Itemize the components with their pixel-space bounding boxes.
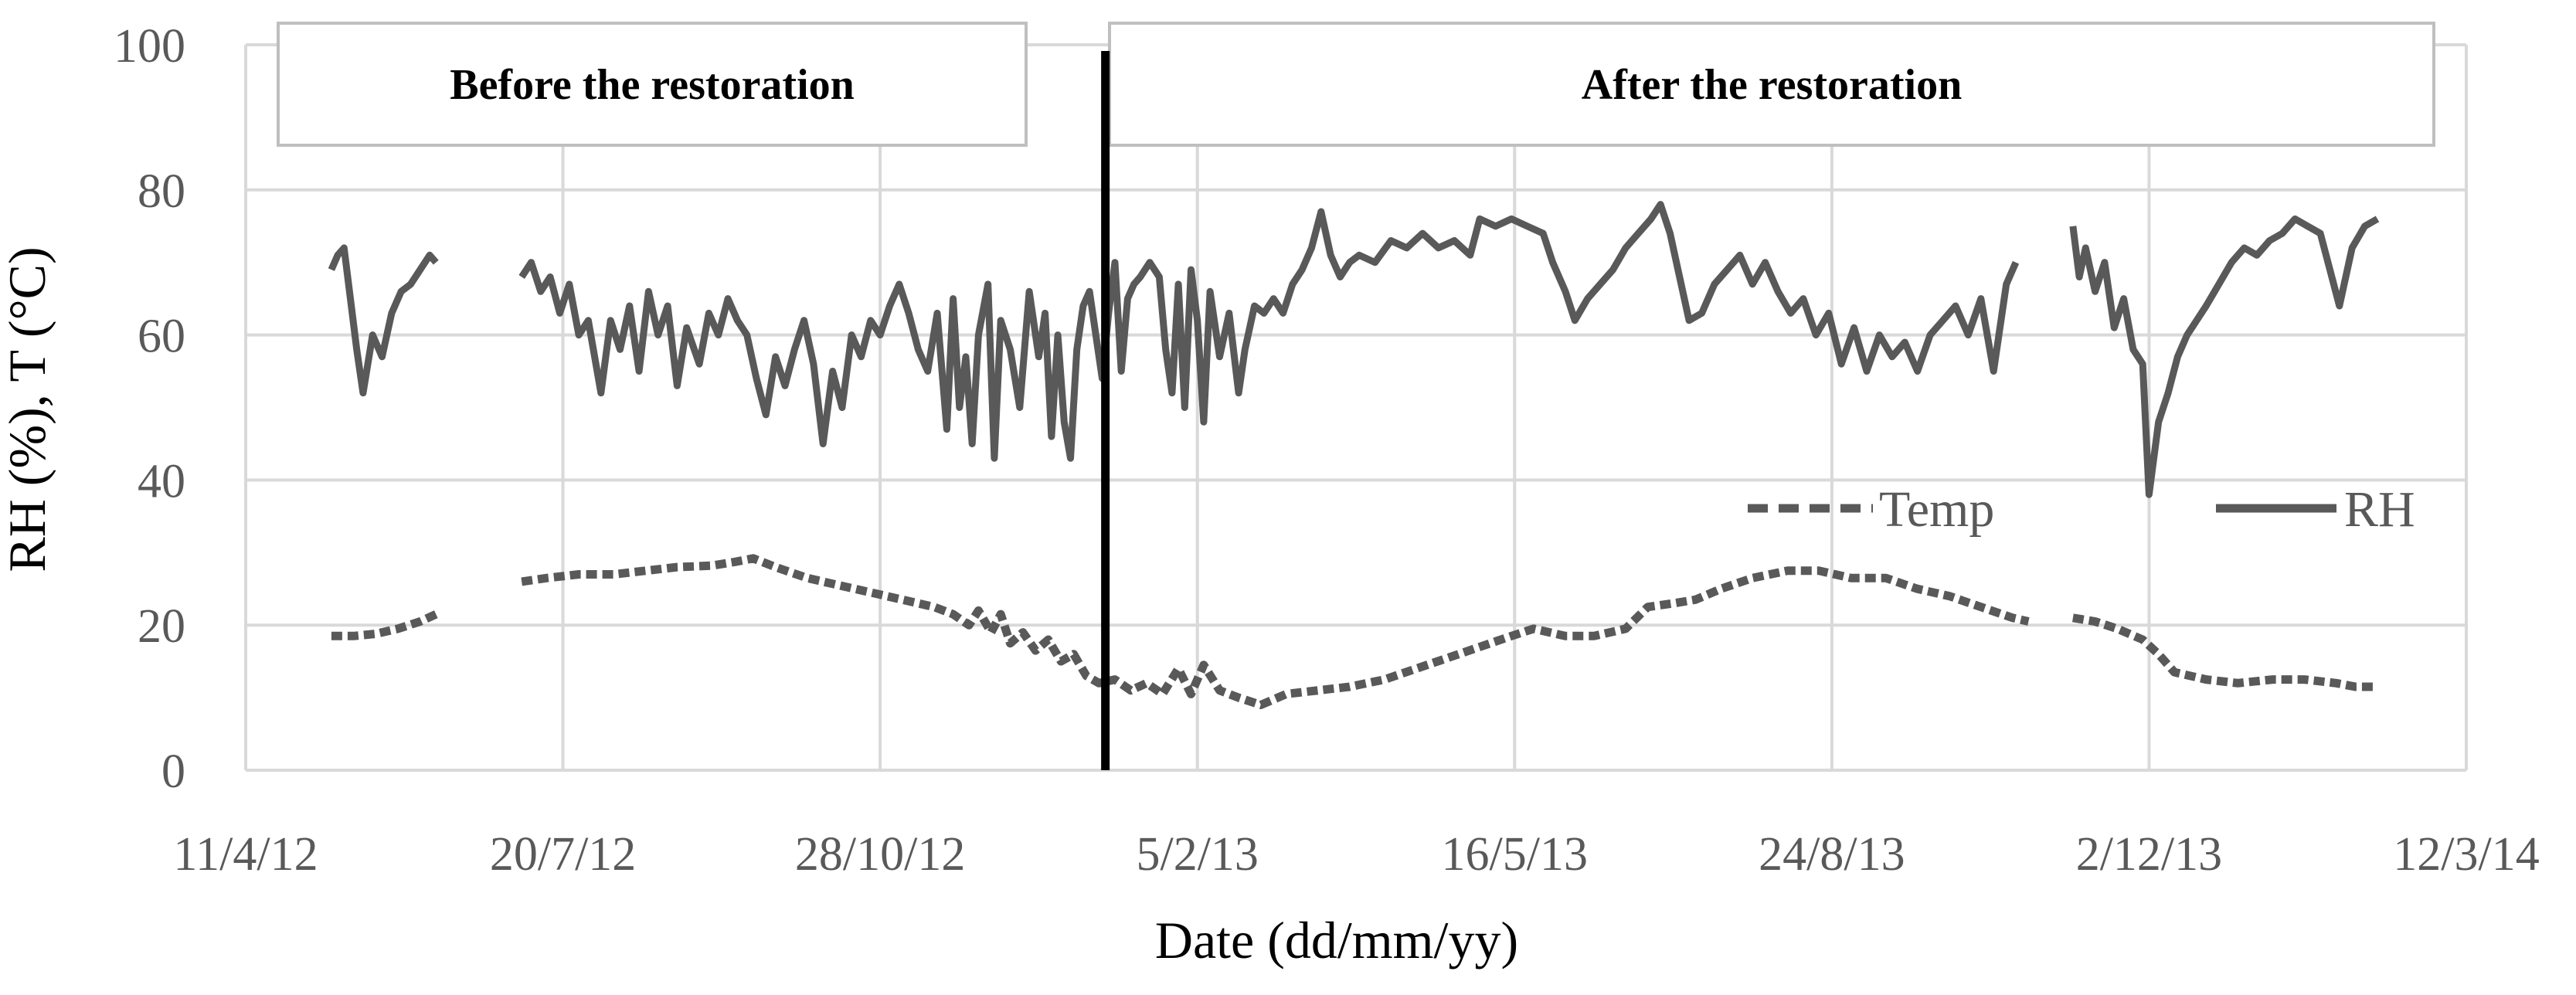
y-tick-label: 80 [138,165,185,218]
x-tick-label: 11/4/12 [173,828,318,881]
y-tick-label: 20 [138,600,185,653]
annotation-box [1108,22,2435,147]
annotation-label: Before the restoration [450,61,855,109]
x-tick-label: 5/2/13 [1136,828,1258,881]
x-tick-label: 16/5/13 [1442,828,1588,881]
x-tick-label: 28/10/12 [795,828,965,881]
series-layer [328,201,2380,709]
y-axis-title: RH (%), T (°C) [0,246,56,572]
rh-series-line [518,201,2020,462]
temp-series-line [2072,613,2377,691]
legend: Temp RH [1748,481,2415,538]
x-tick-label: 12/3/14 [2393,828,2539,881]
x-axis-title: Date (dd/mm/yy) [1155,911,1518,970]
x-tick-label: 20/7/12 [490,828,636,881]
temp-series-line [521,554,2030,709]
rh-series-line [328,244,439,397]
restoration-annotations: Before the restoration After the restorat… [277,22,2435,147]
y-tick-label: 100 [114,20,185,73]
tick-labels: 0 20 40 60 80 100 11/4/12 20/7/12 28/10/12 5/2/13… [114,20,2540,881]
legend-label-rh: RH [2344,481,2415,538]
annotation-box [277,22,1028,147]
gridlines [244,43,2468,772]
temp-series-line [331,610,438,640]
rh-series-line [2069,215,2380,498]
y-tick-label: 0 [161,745,185,798]
x-tick-label: 24/8/13 [1759,828,1905,881]
annotation-label: After the restoration [1582,61,1962,109]
x-tick-label: 2/12/13 [2076,828,2222,881]
legend-label-temp: Temp [1879,481,1994,538]
y-tick-label: 40 [138,455,185,508]
y-tick-label: 60 [138,311,185,363]
